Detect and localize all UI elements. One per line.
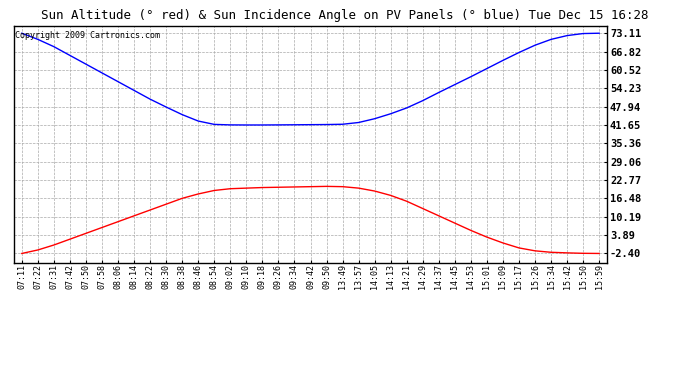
- Text: Copyright 2009 Cartronics.com: Copyright 2009 Cartronics.com: [15, 31, 160, 40]
- Text: Sun Altitude (° red) & Sun Incidence Angle on PV Panels (° blue) Tue Dec 15 16:2: Sun Altitude (° red) & Sun Incidence Ang…: [41, 9, 649, 22]
